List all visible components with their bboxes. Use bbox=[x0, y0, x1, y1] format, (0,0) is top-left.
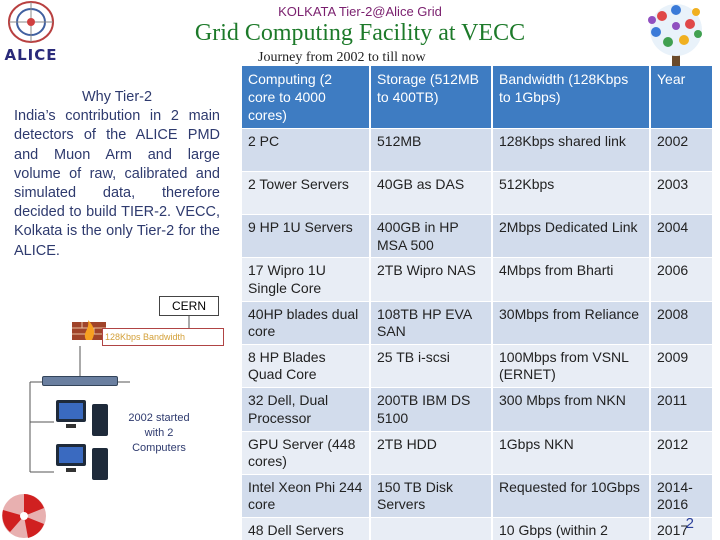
cell-storage: 2TB HDD bbox=[369, 430, 492, 475]
cell-computing: 8 HP Blades Quad Core bbox=[242, 343, 370, 388]
why-tier2-section: Why Tier-2 India’s contribution in 2 mai… bbox=[14, 88, 220, 261]
cell-year: 2014-2016 bbox=[649, 473, 712, 518]
cell-storage: 512MB bbox=[369, 127, 492, 172]
header-bandwidth: Bandwidth (128Kbps to 1Gbps) bbox=[491, 66, 650, 128]
cell-bandwidth: 30Mbps from Reliance bbox=[491, 300, 650, 345]
cern-label: CERN bbox=[159, 296, 219, 316]
table-row: 8 HP Blades Quad Core 25 TB i-scsi 100Mb… bbox=[242, 343, 712, 388]
cell-year: 2017 bbox=[649, 517, 712, 540]
table-row: 17 Wipro 1U Single Core 2TB Wipro NAS 4M… bbox=[242, 257, 712, 302]
cell-year: 2011 bbox=[649, 387, 712, 432]
bandwidth-label: 128Kbps Bandwidth bbox=[102, 328, 224, 346]
cell-bandwidth: Requested for 10Gbps bbox=[491, 473, 650, 518]
alice-logo-text: ALICE bbox=[4, 46, 58, 64]
cell-computing: 2 PC bbox=[242, 127, 370, 172]
cell-storage: 40GB as DAS bbox=[369, 170, 492, 215]
subtitle: Journey from 2002 to till now bbox=[258, 50, 426, 65]
cell-year: 2004 bbox=[649, 214, 712, 258]
cell-computing: 2 Tower Servers bbox=[242, 170, 370, 215]
world-tree-logo bbox=[632, 0, 720, 70]
cell-year: 2009 bbox=[649, 343, 712, 388]
header-title: KOLKATA Tier-2@Alice Grid bbox=[278, 4, 442, 19]
table-row: 32 Dell, Dual Processor 200TB IBM DS 510… bbox=[242, 387, 712, 432]
cell-year: 2006 bbox=[649, 257, 712, 302]
cell-year: 2012 bbox=[649, 430, 712, 475]
grid-facility-table: Computing (2 core to 4000 cores) Storage… bbox=[242, 66, 712, 540]
header-storage: Storage (512MB to 400TB) bbox=[369, 66, 492, 128]
cell-computing: 48 Dell Servers installing bbox=[242, 517, 370, 540]
cell-storage: 2TB Wipro NAS bbox=[369, 257, 492, 302]
red-logo bbox=[0, 490, 48, 540]
table-row: GPU Server (448 cores) 2TB HDD 1Gbps NKN… bbox=[242, 430, 712, 475]
cell-computing: 17 Wipro 1U Single Core bbox=[242, 257, 370, 302]
table-row: Intel Xeon Phi 244 core 150 TB Disk Serv… bbox=[242, 473, 712, 518]
cell-storage: 150 TB Disk Servers bbox=[369, 473, 492, 518]
cell-computing: 40HP blades dual core bbox=[242, 300, 370, 345]
cell-year: 2003 bbox=[649, 170, 712, 215]
table-row: 48 Dell Servers installing 10 Gbps (with… bbox=[242, 517, 712, 540]
cell-bandwidth: 128Kbps shared link bbox=[491, 127, 650, 172]
cell-bandwidth: 300 Mbps from NKN bbox=[491, 387, 650, 432]
cell-computing: 9 HP 1U Servers bbox=[242, 214, 370, 258]
cell-year: 2008 bbox=[649, 300, 712, 345]
cell-bandwidth: 1Gbps NKN bbox=[491, 430, 650, 475]
table-header-row: Computing (2 core to 4000 cores) Storage… bbox=[242, 66, 712, 128]
cell-storage: 108TB HP EVA SAN bbox=[369, 300, 492, 345]
why-tier2-body: India’s contribution in 2 main detectors… bbox=[14, 108, 220, 259]
page-number: 2 bbox=[685, 515, 694, 532]
table-row: 2 Tower Servers 40GB as DAS 512Kbps 2003 bbox=[242, 170, 712, 215]
header-year: Year bbox=[649, 66, 712, 128]
table-row: 40HP blades dual core 108TB HP EVA SAN 3… bbox=[242, 300, 712, 345]
cell-bandwidth: 100Mbps from VSNL (ERNET) bbox=[491, 343, 650, 388]
cell-storage: 400GB in HP MSA 500 bbox=[369, 214, 492, 258]
cell-computing: GPU Server (448 cores) bbox=[242, 430, 370, 475]
cell-computing: Intel Xeon Phi 244 core bbox=[242, 473, 370, 518]
cell-bandwidth: 2Mbps Dedicated Link bbox=[491, 214, 650, 258]
alice-logo: ALICE bbox=[0, 0, 62, 66]
cell-storage bbox=[369, 517, 492, 540]
why-tier2-heading: Why Tier-2 bbox=[81, 89, 153, 105]
computer-icon bbox=[54, 398, 112, 440]
cell-computing: 32 Dell, Dual Processor bbox=[242, 387, 370, 432]
network-lines bbox=[29, 316, 190, 473]
cell-bandwidth: 4Mbps from Bharti bbox=[491, 257, 650, 302]
cell-bandwidth: 512Kbps bbox=[491, 170, 650, 215]
header-computing: Computing (2 core to 4000 cores) bbox=[242, 66, 370, 128]
started-note: 2002 started with 2 Computers bbox=[128, 412, 190, 454]
computer-icon bbox=[54, 442, 112, 484]
network-diagram: CERN 128Kbps Bandwidth 2002 started with… bbox=[20, 292, 240, 492]
main-title: Grid Computing Facility at VECC bbox=[194, 20, 526, 46]
table-row: 2 PC 512MB 128Kbps shared link 2002 bbox=[242, 127, 712, 172]
firewall-icon bbox=[72, 318, 106, 342]
cell-year: 2002 bbox=[649, 127, 712, 172]
cell-storage: 200TB IBM DS 5100 bbox=[369, 387, 492, 432]
cell-storage: 25 TB i-scsi bbox=[369, 343, 492, 388]
network-switch-icon bbox=[42, 376, 118, 386]
table-row: 9 HP 1U Servers 400GB in HP MSA 500 2Mbp… bbox=[242, 214, 712, 258]
cell-bandwidth: 10 Gbps (within 2 weeks) bbox=[491, 517, 650, 540]
